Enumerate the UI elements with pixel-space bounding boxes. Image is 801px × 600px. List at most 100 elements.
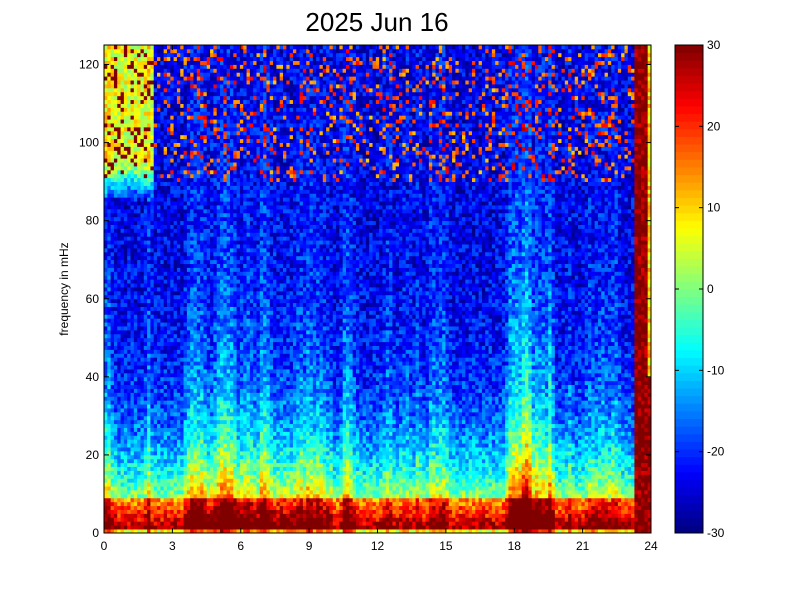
heatmap-cell [170, 150, 175, 155]
heatmap-cell [123, 80, 128, 85]
heatmap-cell [180, 388, 184, 393]
heatmap-cell [123, 525, 128, 530]
heatmap-cell [150, 353, 155, 358]
heatmap-cell [176, 419, 181, 425]
heatmap-cell [190, 134, 194, 140]
heatmap-cell [113, 431, 118, 436]
heatmap-cell [113, 419, 118, 425]
heatmap-cell [110, 212, 115, 218]
heatmap-cell [120, 255, 125, 261]
heatmap-cell [200, 290, 204, 296]
heatmap-cell [127, 150, 131, 155]
heatmap-cell [117, 130, 121, 136]
heatmap-cell [150, 380, 155, 386]
heatmap-cell [226, 365, 231, 370]
heatmap-cell [133, 357, 138, 362]
heatmap-cell [153, 517, 158, 522]
heatmap-cell [220, 48, 224, 54]
heatmap-cell [166, 201, 171, 206]
heatmap-cell [157, 302, 161, 307]
heatmap-cell [157, 48, 161, 54]
heatmap-cell [183, 95, 188, 101]
heatmap-cell [143, 45, 148, 50]
heatmap-cell [160, 60, 165, 65]
heatmap-cell [206, 384, 211, 389]
heatmap-cell [180, 333, 184, 339]
heatmap-cell [223, 181, 228, 186]
heatmap-cell [163, 337, 168, 343]
heatmap-cell [183, 103, 188, 108]
heatmap-cell [216, 447, 221, 452]
heatmap-cell [196, 478, 201, 483]
heatmap-cell [123, 411, 128, 417]
heatmap-cell [226, 228, 231, 233]
heatmap-cell [127, 411, 131, 417]
heatmap-cell [183, 314, 188, 319]
heatmap-cell [147, 439, 151, 444]
heatmap-cell [153, 220, 158, 225]
heatmap-cell [140, 169, 145, 175]
heatmap-cell [180, 525, 184, 530]
heatmap-cell [127, 521, 131, 526]
heatmap-cell [143, 396, 148, 401]
heatmap-cell [147, 513, 151, 518]
heatmap-cell [110, 56, 115, 62]
heatmap-cell [176, 263, 181, 268]
heatmap-cell [137, 474, 141, 479]
heatmap-cell [123, 439, 128, 444]
heatmap-cell [203, 466, 208, 471]
heatmap-cell [210, 349, 214, 354]
heatmap-cell [143, 279, 148, 284]
heatmap-cell [120, 236, 125, 241]
heatmap-cell [180, 298, 184, 304]
heatmap-cell [229, 181, 234, 186]
heatmap-cell [223, 279, 228, 284]
heatmap-cell [213, 497, 218, 503]
heatmap-cell [200, 310, 204, 315]
heatmap-cell [113, 443, 118, 448]
heatmap-cell [180, 56, 184, 62]
heatmap-cell [183, 169, 188, 175]
heatmap-cell [226, 267, 231, 272]
heatmap-cell [150, 470, 155, 475]
heatmap-cell [150, 103, 155, 108]
heatmap-cell [193, 271, 198, 276]
heatmap-cell [163, 115, 168, 120]
heatmap-cell [127, 517, 131, 522]
heatmap-cell [180, 529, 184, 534]
heatmap-cell [120, 173, 125, 179]
heatmap-cell [203, 349, 208, 354]
heatmap-cell [216, 177, 221, 183]
heatmap-cell [127, 529, 131, 534]
heatmap-cell [203, 509, 208, 514]
heatmap-cell [190, 466, 194, 471]
heatmap-cell [210, 166, 214, 171]
heatmap-cell [176, 365, 181, 370]
heatmap-cell [213, 509, 218, 514]
heatmap-cell [193, 400, 198, 405]
heatmap-cell [107, 380, 112, 386]
heatmap-cell [153, 318, 158, 323]
heatmap-cell [147, 216, 151, 222]
heatmap-cell [117, 173, 121, 179]
heatmap-cell [226, 517, 231, 522]
heatmap-cell [166, 138, 171, 143]
heatmap-cell [117, 201, 121, 206]
heatmap-cell [233, 173, 238, 179]
heatmap-cell [157, 185, 161, 190]
heatmap-cell [229, 283, 234, 288]
heatmap-cell [143, 376, 148, 382]
heatmap-cell [120, 259, 125, 265]
heatmap-cell [186, 177, 191, 183]
heatmap-cell [210, 220, 214, 225]
heatmap-cell [143, 208, 148, 214]
heatmap-cell [186, 384, 191, 389]
heatmap-cell [233, 240, 238, 245]
heatmap-cell [203, 169, 208, 175]
heatmap-cell [226, 419, 231, 425]
heatmap-cell [180, 294, 184, 300]
heatmap-cell [193, 435, 198, 440]
heatmap-cell [113, 162, 118, 167]
heatmap-cell [157, 333, 161, 339]
heatmap-cell [173, 84, 178, 89]
